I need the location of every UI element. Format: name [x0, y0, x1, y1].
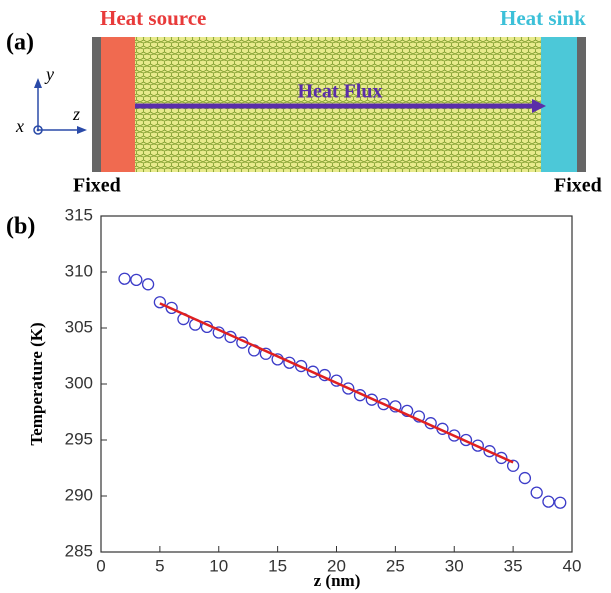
data-point [153, 296, 167, 309]
y-tick-label: 290 [65, 485, 93, 504]
x-tick-label: 15 [268, 556, 287, 575]
data-point [141, 278, 155, 291]
data-point [518, 471, 532, 485]
data-point [495, 451, 508, 465]
heat-sink-label: Heat sink [500, 6, 586, 30]
data-point [165, 301, 178, 314]
y-tick-label: 295 [65, 429, 93, 448]
axis-letter: z [72, 104, 80, 124]
x-tick-label: 5 [155, 556, 164, 575]
axis-letter: x [15, 116, 24, 136]
x-tick-label: 20 [327, 556, 346, 575]
fixed-label: Fixed [554, 175, 602, 197]
axis-arrowhead [77, 126, 87, 134]
x-tick-label: 25 [386, 556, 405, 575]
y-tick-label: 305 [65, 317, 93, 336]
data-point [130, 273, 143, 286]
fixed-label: Fixed [73, 175, 121, 197]
fixed-region [577, 37, 586, 172]
y-tick-label: 310 [65, 261, 93, 280]
x-tick-label: 0 [96, 556, 105, 575]
x-axis-label: z (nm) [314, 571, 361, 590]
fixed-region [92, 37, 101, 172]
data-point [554, 496, 567, 509]
data-point [471, 439, 484, 452]
data-point [448, 429, 461, 442]
axis-letter: y [44, 64, 54, 84]
fit-line [159, 302, 514, 464]
heat-source-label: Heat source [100, 6, 206, 30]
data-point [506, 459, 520, 472]
x-tick-label: 40 [563, 556, 582, 575]
data-point [530, 486, 543, 499]
heat-source-region [101, 37, 135, 172]
panel-label: (b) [6, 214, 35, 240]
x-tick-label: 10 [209, 556, 228, 575]
panel-label: (a) [6, 30, 34, 56]
axis-arrowhead [34, 78, 42, 88]
data-point [295, 359, 308, 373]
data-point [306, 365, 320, 378]
heat-sink-region [541, 37, 577, 172]
x-tick-label: 35 [504, 556, 523, 575]
y-tick-label: 315 [65, 205, 93, 224]
data-point [365, 393, 378, 406]
data-point [118, 272, 131, 285]
y-tick-label: 285 [65, 541, 93, 560]
axis-out [33, 125, 43, 135]
data-point [377, 398, 390, 411]
data-point [542, 495, 555, 508]
data-point [483, 445, 496, 458]
axis-out-dot [36, 128, 40, 132]
y-axis-label: Temperature (K) [27, 322, 46, 445]
x-tick-label: 30 [445, 556, 464, 575]
flux-arrowhead [532, 99, 546, 113]
flux-label: Heat Flux [298, 81, 383, 103]
y-tick-label: 300 [65, 373, 93, 392]
data-point [342, 382, 355, 395]
data-point [283, 356, 296, 369]
